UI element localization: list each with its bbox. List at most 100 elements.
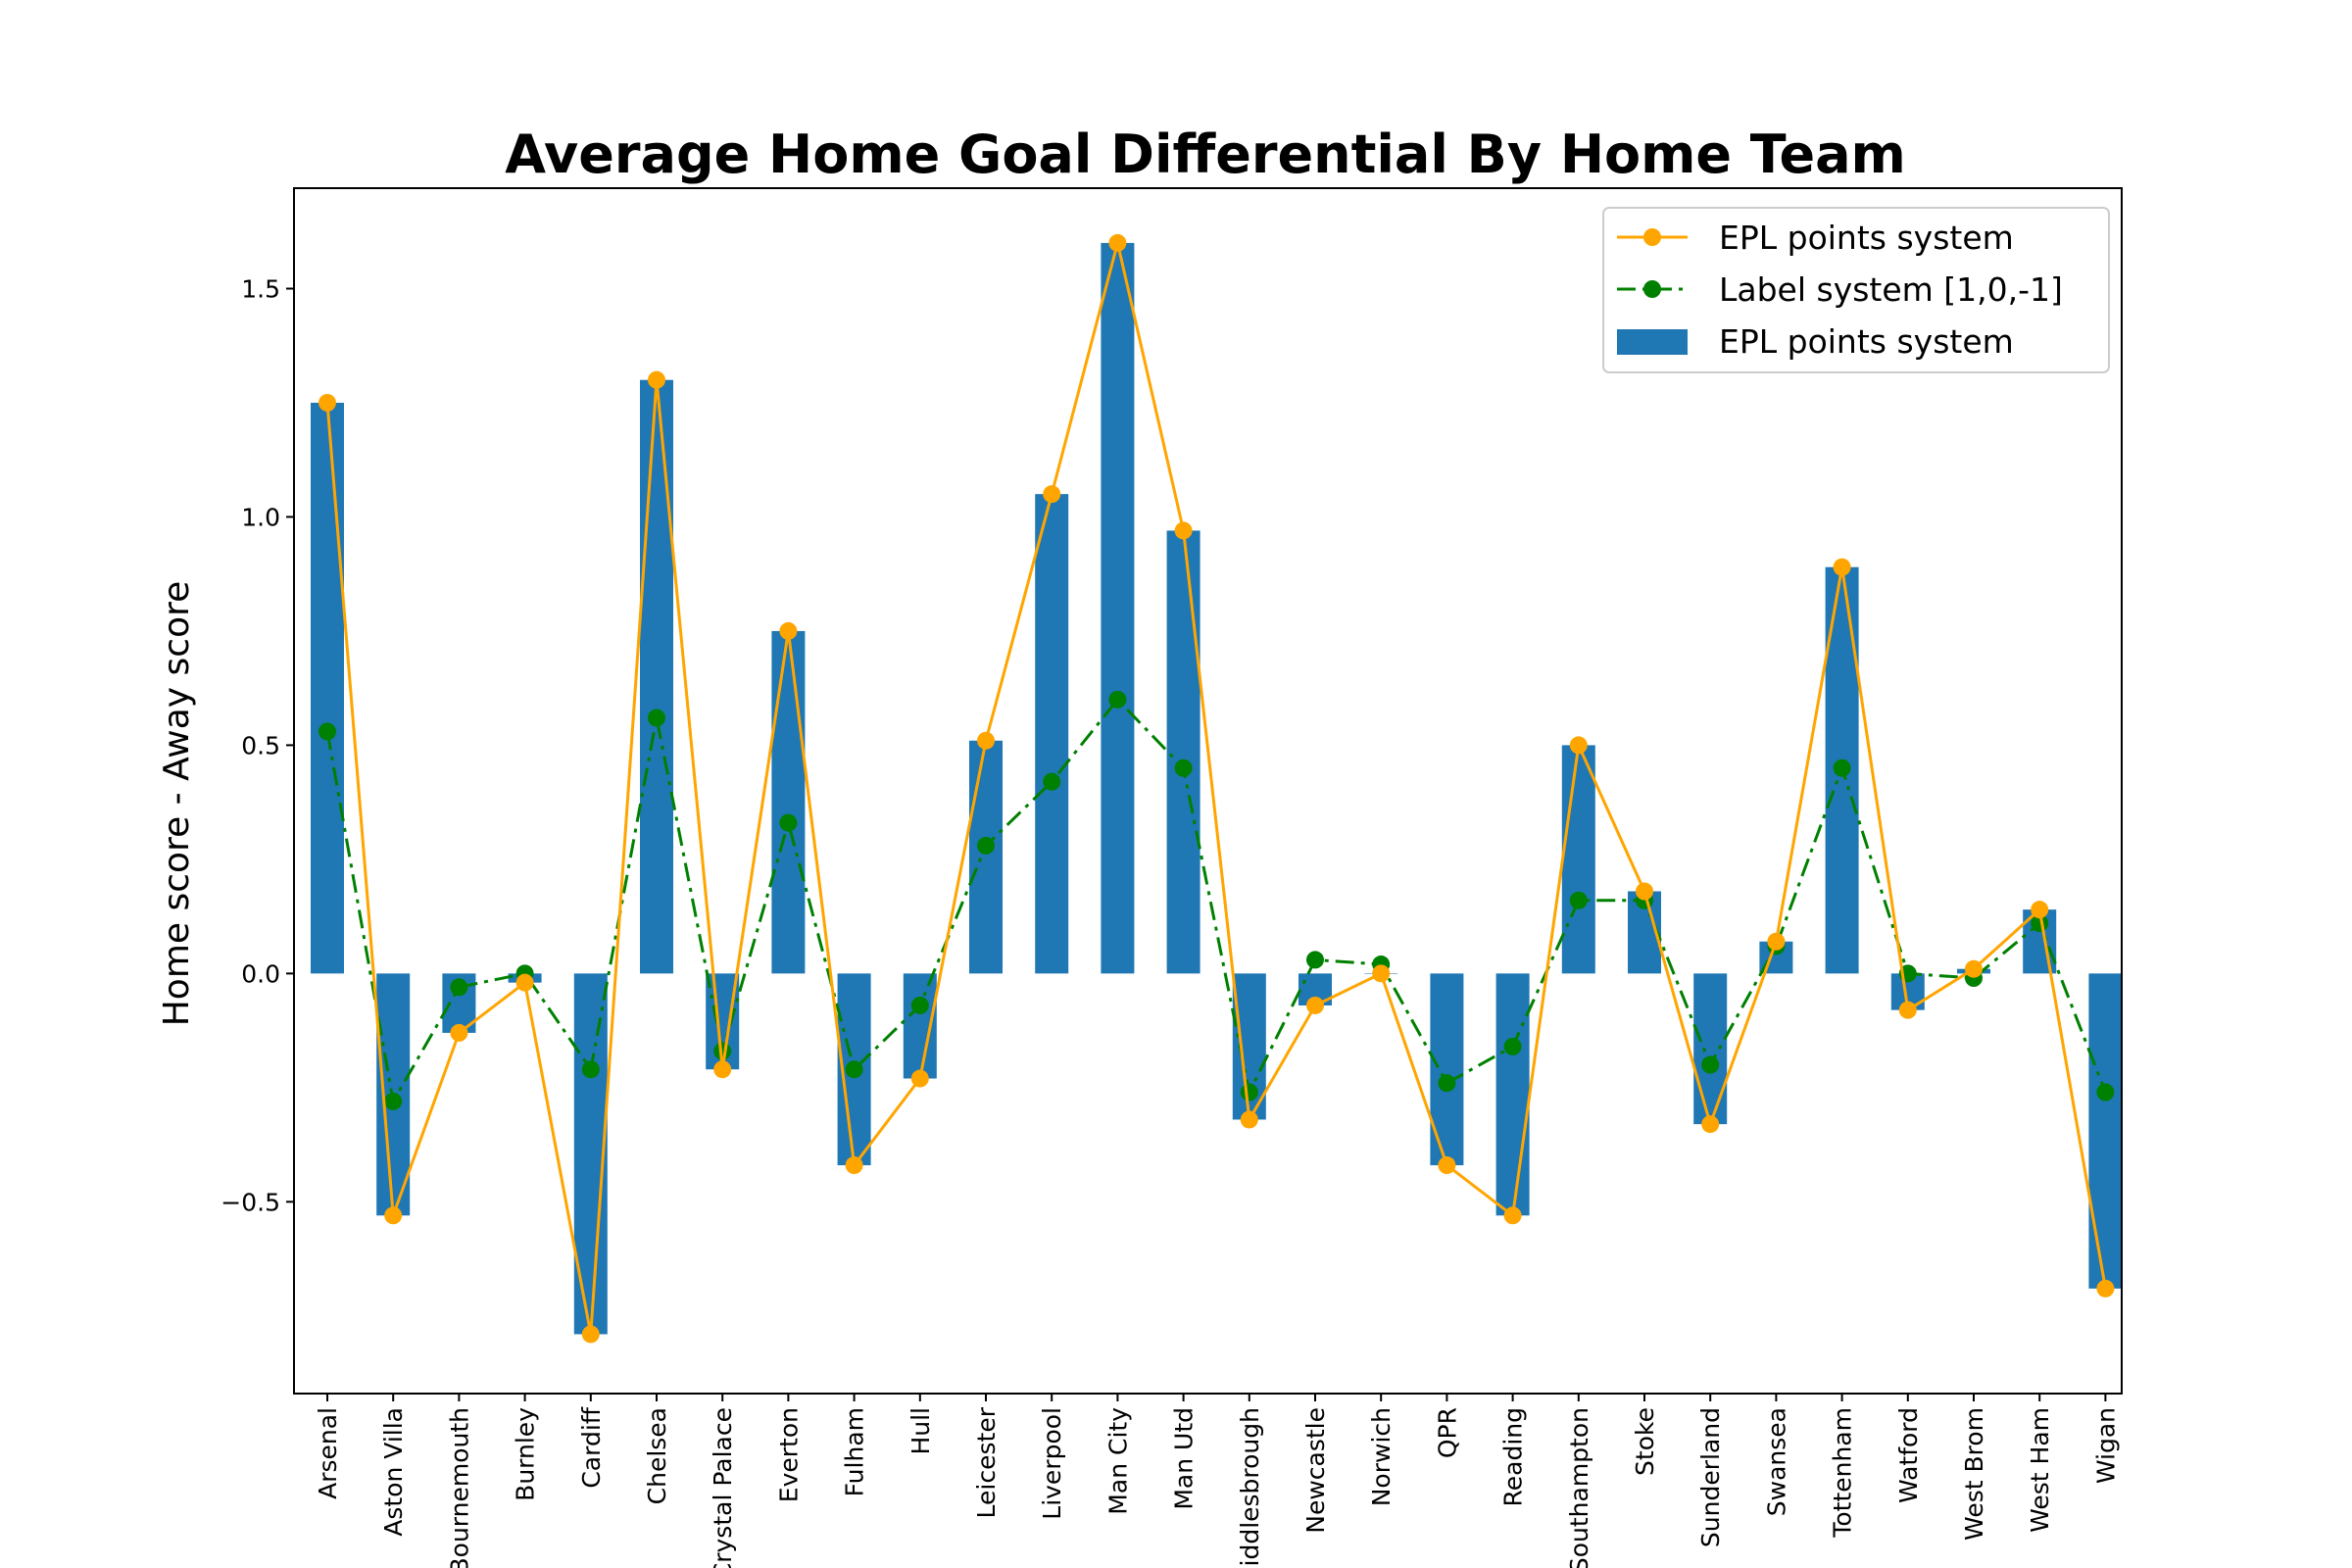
point-label-system-5	[648, 709, 665, 727]
point-label-system-10	[977, 836, 995, 855]
point-label-system-18	[1503, 1037, 1522, 1055]
line-epl-points	[325, 242, 2107, 1335]
x-tick-label: Leicester	[972, 1406, 1001, 1518]
bar-wigan	[2088, 973, 2123, 1289]
x-tick-label: Reading	[1499, 1407, 1528, 1506]
point-epl-points-8	[845, 1156, 863, 1175]
point-epl-points-5	[648, 370, 665, 389]
point-epl-points-27	[2096, 1279, 2115, 1298]
point-epl-points-7	[779, 621, 798, 640]
point-epl-points-9	[910, 1069, 929, 1088]
legend-box	[1602, 207, 2110, 373]
x-tick-label: Middlesbrough	[1236, 1407, 1264, 1568]
x-tick-label: QPR	[1433, 1407, 1461, 1458]
x-tick-label: Burnley	[512, 1407, 540, 1501]
point-epl-points-25	[1965, 959, 1983, 978]
y-tick-label: 1.0	[241, 503, 280, 531]
point-label-system-12	[1108, 690, 1127, 709]
point-epl-points-12	[1108, 233, 1127, 252]
point-label-system-15	[1306, 951, 1324, 969]
bar-group	[311, 242, 2123, 1335]
y-axis-label: Home score - Away score	[157, 581, 197, 1027]
x-tick-label: Southampton	[1565, 1407, 1593, 1568]
point-epl-points-18	[1503, 1206, 1522, 1225]
point-epl-points-6	[713, 1060, 732, 1079]
point-label-system-19	[1569, 891, 1588, 909]
point-label-system-13	[1174, 759, 1193, 777]
y-tick-label: 1.5	[241, 275, 280, 304]
legend-label-epl-points-bar: EPL points system	[1719, 322, 2014, 361]
x-tick-label: Watford	[1894, 1407, 1923, 1503]
point-label-system-1	[384, 1092, 403, 1110]
point-epl-points-10	[977, 731, 995, 750]
legend: EPL points system Label system [1,0,-1] EP…	[1602, 207, 2110, 373]
point-epl-points-16	[1372, 964, 1391, 983]
point-epl-points-17	[1438, 1156, 1456, 1175]
bar-man-city	[1101, 242, 1135, 974]
point-label-system-4	[581, 1060, 600, 1079]
x-tick-label: Sunderland	[1696, 1407, 1725, 1547]
point-epl-points-20	[1636, 882, 1653, 901]
bar-sunderland	[1693, 973, 1728, 1125]
point-label-system-23	[1833, 759, 1851, 777]
x-tick-label: Newcastle	[1301, 1407, 1330, 1534]
point-epl-points-0	[318, 393, 336, 412]
legend-swatch-epl-points-bar	[1617, 329, 1688, 355]
bar-qpr	[1430, 973, 1464, 1166]
x-tick-label: Aston Villa	[379, 1407, 408, 1537]
point-epl-points-15	[1306, 996, 1324, 1014]
bar-man-utd	[1166, 530, 1200, 974]
bar-arsenal	[311, 402, 344, 974]
y-tick-label: −0.5	[220, 1188, 280, 1216]
point-epl-points-23	[1833, 558, 1851, 576]
x-tick-label: West Ham	[2026, 1407, 2054, 1533]
y-tick-label: 0.5	[241, 731, 280, 760]
x-tick-label: Chelsea	[643, 1407, 671, 1504]
point-epl-points-11	[1043, 485, 1061, 504]
x-tick-label: Hull	[906, 1407, 935, 1455]
point-label-system-11	[1043, 772, 1061, 791]
x-tick-label: Swansea	[1762, 1407, 1790, 1516]
point-label-system-8	[845, 1060, 863, 1079]
point-epl-points-22	[1767, 932, 1786, 951]
x-tick-label: Fulham	[841, 1407, 869, 1496]
x-tick-label: Norwich	[1367, 1407, 1396, 1506]
bar-reading	[1495, 973, 1530, 1216]
x-tick-label: Bournemouth	[445, 1407, 473, 1568]
point-epl-points-3	[515, 973, 534, 992]
line-label-system	[325, 697, 2107, 1106]
bar-everton	[771, 630, 806, 974]
legend-marker-label-system	[1643, 280, 1661, 298]
point-epl-points-1	[384, 1206, 403, 1225]
y-tick-label: 0.0	[241, 959, 280, 988]
legend-label-label-system: Label system [1,0,-1]	[1719, 270, 2063, 309]
point-label-system-21	[1701, 1055, 1720, 1074]
x-tick-label: Cardiff	[577, 1406, 606, 1488]
bar-chelsea	[640, 379, 673, 974]
chart-title: Average Home Goal Differential By Home T…	[505, 123, 1906, 185]
point-label-system-9	[910, 996, 929, 1014]
line-group	[318, 233, 2115, 1344]
x-tick-label: Man Utd	[1170, 1407, 1199, 1510]
point-epl-points-13	[1174, 521, 1193, 540]
point-epl-points-21	[1701, 1115, 1720, 1134]
point-label-system-2	[450, 978, 468, 997]
point-label-system-7	[779, 813, 798, 832]
y-axis: −0.5 0.0 0.5 1.0 1.5	[220, 275, 294, 1216]
x-tick-label: Tottenham	[1829, 1407, 1857, 1539]
x-tick-label: Stoke	[1631, 1407, 1659, 1476]
point-epl-points-24	[1898, 1001, 1917, 1019]
point-label-system-0	[318, 722, 336, 741]
x-axis: Arsenal Aston Villa Bournemouth Burnley Card…	[314, 1394, 2120, 1568]
legend-label-epl-points-line: EPL points system	[1719, 219, 2014, 257]
point-epl-points-14	[1240, 1110, 1258, 1129]
point-epl-points-26	[2031, 901, 2049, 919]
point-label-system-14	[1240, 1083, 1258, 1102]
x-tick-label: Wigan	[2091, 1407, 2120, 1484]
point-epl-points-4	[581, 1325, 600, 1344]
point-label-system-27	[2096, 1083, 2115, 1102]
bar-southampton	[1561, 745, 1595, 974]
x-tick-label: Everton	[774, 1407, 803, 1502]
point-label-system-17	[1438, 1074, 1456, 1093]
legend-marker-epl-points-line	[1643, 228, 1661, 246]
